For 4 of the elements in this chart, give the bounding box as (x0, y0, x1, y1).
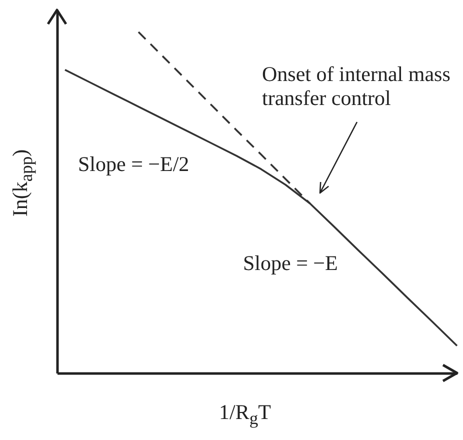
annotation: Onset of internal mass transfer control (262, 62, 452, 110)
x-axis-title: 1/R$_{g}$T (219, 400, 271, 430)
annotation: Slope = −E (243, 251, 338, 275)
annotation: Slope = −E/2 (78, 152, 190, 176)
